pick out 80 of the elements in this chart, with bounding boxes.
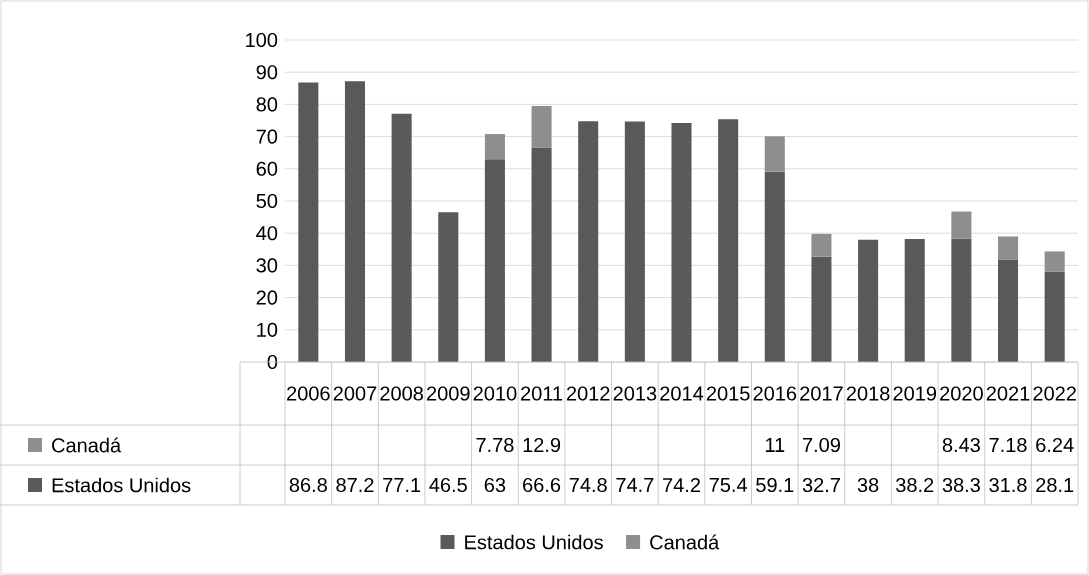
y-tick-label: 70 <box>256 129 278 144</box>
y-tick-label: 10 <box>257 322 278 337</box>
bar <box>484 159 505 362</box>
y-tick-label: 20 <box>256 290 278 305</box>
data-label: 6.24 <box>1036 437 1074 453</box>
x-tick-label: 2017 <box>800 386 843 401</box>
x-tick-label: 2020 <box>940 386 983 401</box>
data-label: 38.2 <box>896 477 934 493</box>
data-label: 32.7 <box>802 477 840 493</box>
x-tick-label: 2014 <box>660 386 704 401</box>
data-label: 46.5 <box>429 477 467 493</box>
x-tick-label: 2022 <box>1033 386 1076 401</box>
bar <box>298 82 319 362</box>
data-label: 12.9 <box>523 437 561 453</box>
x-tick-label: 2019 <box>893 386 937 401</box>
text: Estados Unidos <box>465 534 603 550</box>
bar <box>671 123 692 362</box>
bar <box>811 233 832 257</box>
y-tick-label: 90 <box>256 65 278 80</box>
bar <box>811 256 832 362</box>
y-tick-label: 100 <box>246 32 278 48</box>
data-label: 63 <box>484 477 506 493</box>
data-label: 28.1 <box>1036 477 1074 493</box>
data-label: 38 <box>857 477 879 493</box>
data-label: 38.3 <box>942 477 980 493</box>
bar <box>858 239 879 362</box>
data-label: 86.8 <box>289 477 327 493</box>
bar <box>904 239 925 362</box>
y-tick-label: 30 <box>256 258 278 273</box>
data-label: 8.43 <box>942 437 980 453</box>
bar <box>951 238 972 362</box>
y-tick-label: 50 <box>256 193 278 209</box>
x-tick-label: 2015 <box>706 386 750 401</box>
x-tick-label: 2018 <box>846 386 890 401</box>
bar <box>1044 251 1065 272</box>
bar <box>998 236 1019 260</box>
x-tick-label: 2016 <box>753 386 797 401</box>
bar <box>344 81 365 362</box>
bar <box>764 136 785 172</box>
legend-label: Estados Unidos <box>52 477 191 493</box>
data-label: 66.6 <box>523 477 561 493</box>
bar <box>578 121 599 362</box>
bar <box>718 119 739 362</box>
bar <box>531 106 552 148</box>
y-tick-label: 40 <box>256 226 278 241</box>
bar <box>624 121 645 362</box>
data-label: 74.7 <box>616 478 654 492</box>
x-tick-label: 2007 <box>333 386 377 401</box>
x-tick-label: 2009 <box>427 386 470 401</box>
x-tick-label: 2021 <box>986 386 1030 401</box>
data-label: 75.4 <box>709 478 748 492</box>
y-tick-label: 80 <box>256 97 278 112</box>
y-tick-label: 60 <box>256 161 278 176</box>
bar <box>951 211 972 239</box>
data-label: 87.2 <box>336 477 374 493</box>
data-label: 11 <box>765 438 785 452</box>
data-label: 77.1 <box>383 478 421 492</box>
data-label: 7.09 <box>803 437 840 453</box>
bar <box>484 134 505 160</box>
data-label: 74.8 <box>569 477 607 493</box>
text: Canadá <box>52 437 122 453</box>
x-tick-label: 2012 <box>566 386 610 401</box>
legend-label: Canadá <box>650 534 720 550</box>
y-tick-label: 0 <box>267 354 278 370</box>
bar <box>531 147 552 362</box>
data-label: 7.78 <box>476 437 514 453</box>
bar <box>998 259 1019 362</box>
data-label: 59.1 <box>756 477 794 493</box>
data-label: 7.18 <box>989 437 1027 453</box>
bar <box>391 113 412 362</box>
x-tick-label: 2008 <box>380 386 423 401</box>
x-tick-label: 2013 <box>613 386 657 401</box>
bar <box>1044 271 1065 362</box>
x-tick-label: 2010 <box>473 386 517 401</box>
bar <box>438 212 459 362</box>
x-tick-label: 2006 <box>287 386 330 401</box>
bar <box>764 171 785 362</box>
x-tick-label: 2011 <box>521 386 563 401</box>
data-label: 31.8 <box>989 477 1027 493</box>
data-label: 74.2 <box>663 478 700 492</box>
